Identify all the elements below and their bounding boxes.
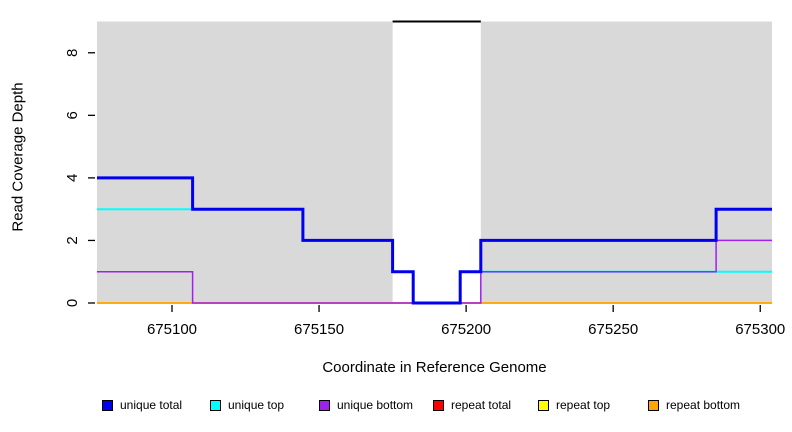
legend-item-repeat-top: repeat top <box>538 398 610 412</box>
legend-swatch-repeat-bottom <box>648 399 659 411</box>
legend-label: repeat total <box>451 398 512 412</box>
legend-label: unique top <box>228 398 285 412</box>
series-unique-total <box>97 176 772 305</box>
legend-swatch-repeat-top <box>538 399 549 411</box>
legend-swatch-unique-total <box>102 399 113 411</box>
x-tick-label: 675250 <box>588 321 638 338</box>
legend-swatch-repeat-total <box>433 399 444 411</box>
legend-label: unique bottom <box>337 398 414 412</box>
legend-label: unique total <box>120 398 183 412</box>
legend-label: repeat bottom <box>666 398 741 412</box>
x-axis-title: Coordinate in Reference Genome <box>322 359 547 376</box>
legend-item-repeat-bottom: repeat bottom <box>648 398 740 412</box>
x-tick-label: 675100 <box>147 321 197 338</box>
x-tick-label: 675150 <box>294 321 344 338</box>
y-tick-label: 0 <box>64 299 81 307</box>
legend-item-unique-total: unique total <box>102 398 182 412</box>
y-tick-label: 2 <box>64 236 81 244</box>
unique-region-shading-0 <box>97 21 393 303</box>
x-tick-label: 675300 <box>735 321 785 338</box>
unique-region-shading-1 <box>480 21 772 303</box>
legend-item-unique-top: unique top <box>210 398 284 412</box>
legend-label: repeat top <box>556 398 611 412</box>
legend-swatch-unique-bottom <box>319 399 330 411</box>
y-axis-title: Read Coverage Depth <box>9 82 27 232</box>
x-tick-label: 675200 <box>441 321 491 338</box>
legend-item-unique-bottom: unique bottom <box>319 398 413 412</box>
y-tick-label: 8 <box>64 49 81 57</box>
legend-swatch-unique-top <box>210 399 221 411</box>
y-tick-label: 4 <box>64 174 81 182</box>
series-unique-bottom <box>97 239 772 304</box>
legend-item-repeat-total: repeat total <box>433 398 511 412</box>
y-tick-label: 6 <box>64 111 81 119</box>
